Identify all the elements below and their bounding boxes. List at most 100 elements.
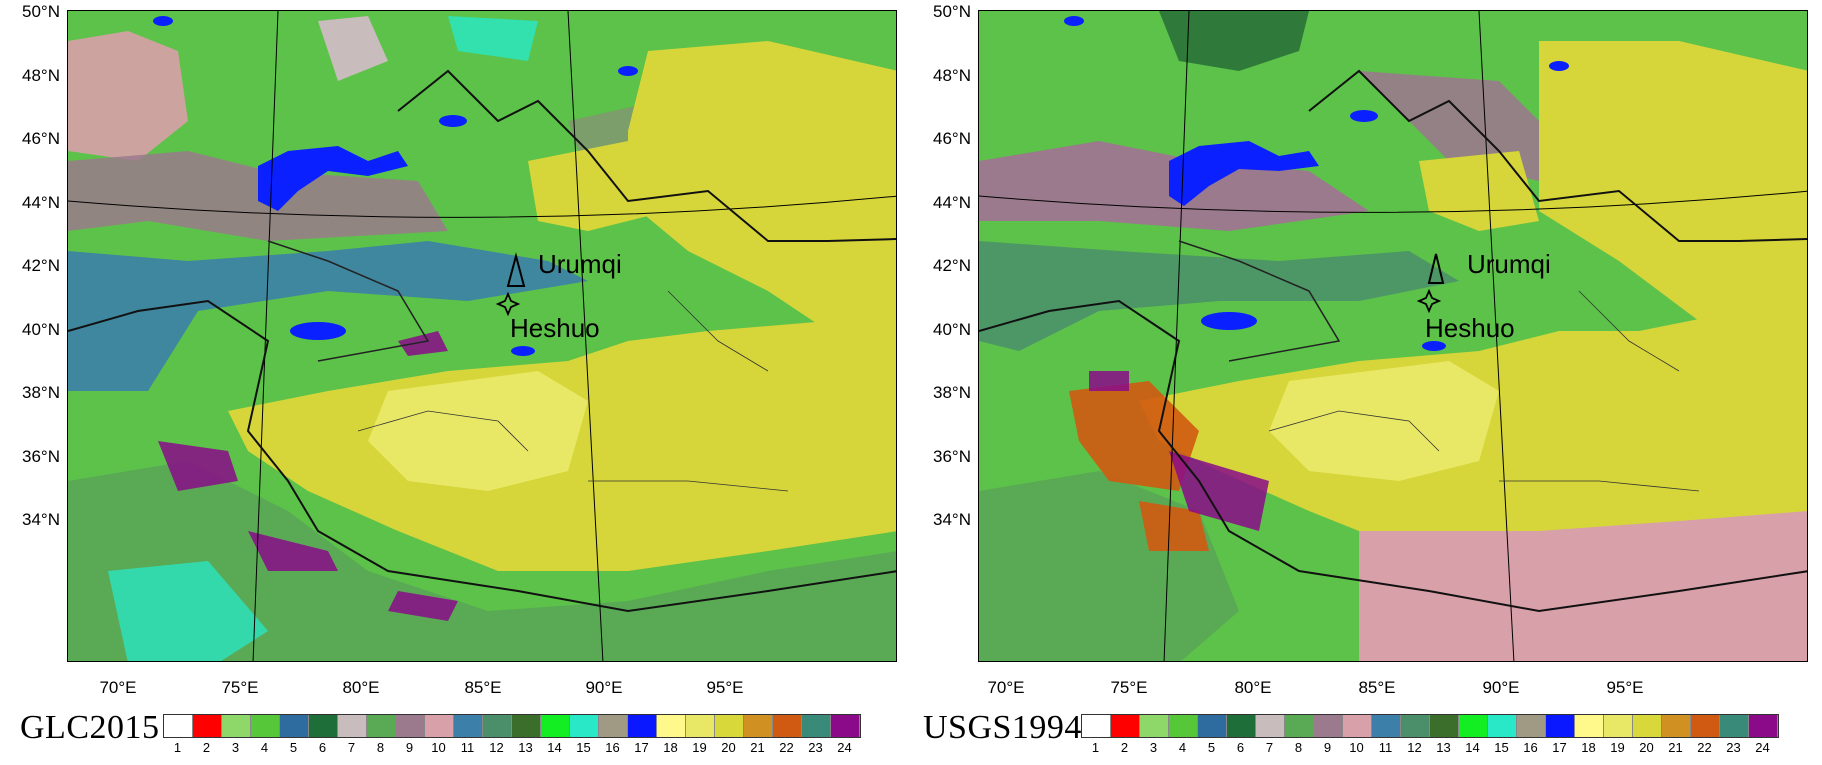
legend-swatch-15 — [570, 715, 599, 737]
teal-patch-north — [448, 16, 538, 61]
lake-bosten — [1422, 341, 1446, 351]
legend-number-18: 18 — [1581, 740, 1596, 755]
legend-colorbar — [1081, 714, 1779, 738]
orange-zone-1 — [1069, 381, 1199, 491]
dataset-label: GLC2015 — [20, 709, 160, 746]
shrub-band-tianshan — [68, 241, 588, 391]
legend-swatch-18 — [1575, 715, 1604, 737]
legend-swatch-11 — [454, 715, 483, 737]
legend-number-9: 9 — [1323, 740, 1332, 755]
legend-swatch-12 — [483, 715, 512, 737]
legend-swatch-14 — [541, 715, 570, 737]
purple-strip-1 — [158, 441, 238, 491]
legend-swatch-24 — [1749, 715, 1778, 737]
legend-swatch-21 — [744, 715, 773, 737]
graticule-meridian-2 — [567, 11, 604, 661]
legend-number-19: 19 — [1610, 740, 1625, 755]
map-panel-usgs1994: 50°N 48°N 46°N 44°N 42°N 40°N 38°N 36°N … — [911, 0, 1822, 765]
lon-tick-95: 95°E — [1606, 678, 1644, 697]
legend-number-10: 10 — [1349, 740, 1364, 755]
legend-number-7: 7 — [1265, 740, 1274, 755]
lat-tick-34: 34°N — [22, 510, 60, 529]
legend-swatch-23 — [802, 715, 831, 737]
orange-zone-2 — [1139, 501, 1209, 551]
lake-issyk-kul — [1201, 312, 1257, 330]
legend-swatch-4 — [1169, 715, 1198, 737]
desert-junggar — [1419, 151, 1539, 231]
desert-tarim-core — [368, 371, 588, 491]
lon-tick-95: 95°E — [706, 678, 744, 697]
legend-number-13: 13 — [1436, 740, 1451, 755]
legend-number-5: 5 — [289, 740, 298, 755]
border-south — [979, 299, 1807, 613]
legend-number-11: 11 — [460, 740, 475, 755]
admin-lines — [1268, 290, 1700, 492]
lat-tick-34: 34°N — [933, 510, 971, 529]
lat-tick-42: 42°N — [933, 256, 971, 275]
legend-number-4: 4 — [1178, 740, 1187, 755]
legend-swatch-6 — [1227, 715, 1256, 737]
purple-strip-2 — [248, 531, 338, 571]
legend-number-24: 24 — [837, 740, 852, 755]
legend-swatch-7 — [338, 715, 367, 737]
border-west — [267, 240, 430, 362]
legend-swatch-7 — [1256, 715, 1285, 737]
legend-number-4: 4 — [260, 740, 269, 755]
lat-tick-38: 38°N — [933, 383, 971, 402]
legend-swatch-13 — [512, 715, 541, 737]
legend-swatch-21 — [1662, 715, 1691, 737]
border-south — [68, 299, 896, 613]
graticule-meridian-1 — [1163, 11, 1190, 661]
desert-gobi — [628, 41, 896, 331]
lat-tick-48: 48°N — [933, 66, 971, 85]
map-canvas — [68, 11, 896, 661]
lat-tick-46: 46°N — [933, 129, 971, 148]
legend-number-21: 21 — [1668, 740, 1683, 755]
legend-number-15: 15 — [1494, 740, 1509, 755]
legend-swatch-17 — [1546, 715, 1575, 737]
legend-swatch-20 — [1633, 715, 1662, 737]
legend-swatch-24 — [831, 715, 860, 737]
heshuo-star-icon — [1416, 288, 1442, 314]
lon-tick-85: 85°E — [464, 678, 502, 697]
heshuo-label: Heshuo — [1425, 313, 1515, 343]
lon-tick-90: 90°E — [1482, 678, 1520, 697]
desert-tarim-core — [1269, 361, 1499, 481]
legend-swatch-14 — [1459, 715, 1488, 737]
lake-balkhash — [1169, 141, 1319, 206]
legend-swatch-5 — [280, 715, 309, 737]
purple-zone-2 — [1089, 371, 1129, 391]
legend-number-14: 14 — [1465, 740, 1480, 755]
lake-bosten — [511, 346, 535, 356]
legend-number-8: 8 — [376, 740, 385, 755]
dataset-label: USGS1994 — [923, 709, 1082, 746]
legend-swatch-20 — [715, 715, 744, 737]
graticule-meridian-1 — [252, 11, 279, 661]
legend-colorbar — [163, 714, 861, 738]
legend-swatch-4 — [251, 715, 280, 737]
legend-number-5: 5 — [1207, 740, 1216, 755]
purple-zone-1 — [1169, 451, 1269, 531]
lat-tick-50: 50°N — [933, 2, 971, 21]
map-panel-glc2015: 50°N 48°N 46°N 44°N 42°N 40°N 38°N 36°N … — [20, 2, 897, 755]
desert-gobi — [1539, 41, 1807, 321]
legend-number-23: 23 — [808, 740, 823, 755]
land-cover-map-glc2015: Urumqi Heshuo — [67, 10, 897, 662]
legend-swatch-6 — [309, 715, 338, 737]
legend-swatch-8 — [1285, 715, 1314, 737]
lon-tick-80: 80°E — [342, 678, 380, 697]
legend-swatch-16 — [599, 715, 628, 737]
legend-swatch-2 — [1111, 715, 1140, 737]
legend-number-8: 8 — [1294, 740, 1303, 755]
lat-tick-50: 50°N — [22, 2, 60, 21]
graticule-parallel — [979, 190, 1807, 213]
lon-tick-75: 75°E — [221, 678, 259, 697]
legend-number-15: 15 — [576, 740, 591, 755]
legend-swatch-22 — [1691, 715, 1720, 737]
teal-patch-south — [108, 561, 268, 661]
legend-number-17: 17 — [1552, 740, 1567, 755]
vegetation-south — [68, 461, 896, 661]
legend-number-7: 7 — [347, 740, 356, 755]
lake-zaysan — [1350, 110, 1378, 122]
lake-north-2 — [153, 16, 173, 26]
